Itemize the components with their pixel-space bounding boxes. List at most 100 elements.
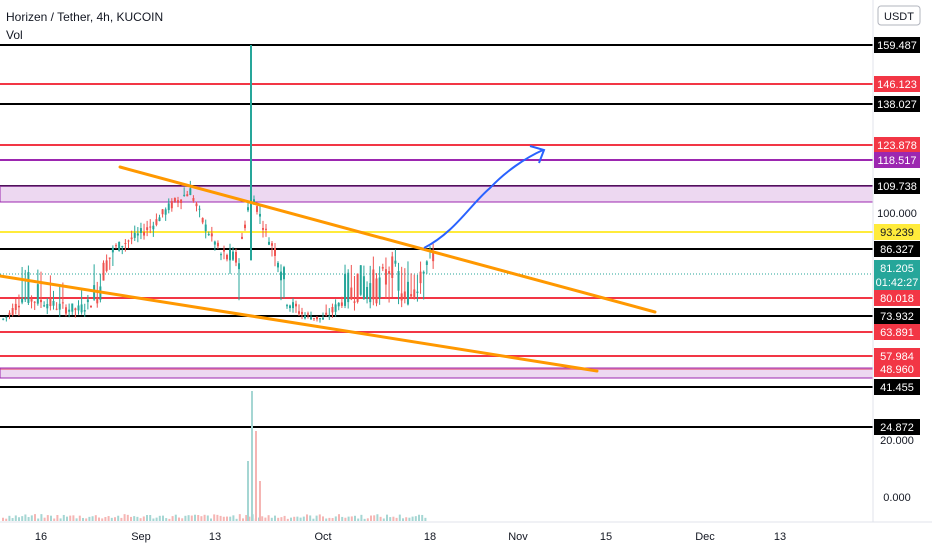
candle-body <box>235 251 237 263</box>
level-tag-7 <box>874 241 920 257</box>
candle-body <box>11 308 14 315</box>
candle-body <box>350 287 353 300</box>
candle-body <box>223 249 225 252</box>
candle-body <box>283 267 285 280</box>
volume-bar <box>312 518 315 521</box>
volume-bar <box>34 514 36 521</box>
candle-body <box>33 301 36 303</box>
volume-bar <box>66 516 68 521</box>
candle-body <box>189 188 192 195</box>
x-tick-3: Oct <box>314 531 331 543</box>
candle-body <box>277 262 279 268</box>
volume-bar <box>267 515 270 521</box>
volume-bar <box>398 514 401 521</box>
candle-body <box>210 233 213 237</box>
currency-label: USDT <box>884 11 914 23</box>
volume-bar <box>18 517 20 521</box>
y-tick-0: 100.000 <box>877 208 917 220</box>
candle-body <box>256 206 258 212</box>
volume-bar <box>30 515 33 521</box>
candle-body <box>388 271 391 274</box>
volume-bar <box>341 516 344 521</box>
candle-body <box>58 303 61 310</box>
candle-body <box>80 304 83 313</box>
volume-bar <box>274 515 276 521</box>
volume-bar <box>40 514 43 521</box>
candle-body <box>115 245 117 247</box>
candle-body <box>375 278 378 304</box>
candle-body <box>416 291 419 294</box>
volume-bar <box>235 518 238 521</box>
candle-body <box>232 251 234 260</box>
candle-body <box>265 228 267 230</box>
volume-bar <box>152 518 155 521</box>
volume-bar <box>408 517 411 521</box>
candle-body <box>49 298 52 307</box>
volume-bar <box>424 517 427 521</box>
volume-bar <box>98 517 100 521</box>
candle-body <box>331 307 334 313</box>
volume-bar <box>248 516 251 521</box>
candle-body <box>247 207 249 211</box>
volume-bar <box>190 515 193 521</box>
candle-body <box>146 227 149 231</box>
candle-body <box>268 241 270 245</box>
level-tag-2 <box>874 96 920 112</box>
candle-body <box>204 224 207 232</box>
candle-body <box>46 304 49 309</box>
level-tag-5 <box>874 178 920 194</box>
candle-body <box>316 316 318 320</box>
level-tag-4 <box>874 152 920 168</box>
candle-body <box>136 233 139 236</box>
currency-selector[interactable]: USDT <box>877 5 921 26</box>
candle-body <box>262 227 264 230</box>
level-label-8: 80.018 <box>880 293 914 305</box>
candle-body <box>391 256 394 278</box>
candle-body <box>74 308 77 311</box>
candle-body <box>422 271 425 274</box>
volume-bar <box>328 517 331 521</box>
volume-bar <box>107 516 110 521</box>
candle-body <box>419 271 422 284</box>
volume-bar <box>88 516 91 521</box>
volume-bar <box>296 516 299 521</box>
candle-body <box>259 213 261 217</box>
volume-bar <box>216 514 219 521</box>
candle-body <box>90 305 92 308</box>
candle-body <box>432 251 435 262</box>
volume-bar <box>395 517 398 521</box>
level-tag-8 <box>874 290 920 306</box>
candle-body <box>77 305 80 311</box>
volume-bar <box>309 515 312 521</box>
candles-layer <box>2 45 435 323</box>
candle-body <box>27 272 30 303</box>
current-price-tag <box>874 260 920 290</box>
candle-body <box>372 269 375 300</box>
level-tag-9 <box>874 308 920 324</box>
candle-body <box>229 249 231 261</box>
level-label-9: 73.932 <box>880 311 914 323</box>
level-label-2: 138.027 <box>877 99 917 111</box>
level-tag-10 <box>874 324 920 340</box>
volume-bar <box>238 514 241 521</box>
volume-bar <box>392 516 395 521</box>
countdown-label: 01:42:27 <box>876 277 919 289</box>
volume-bar <box>82 517 84 521</box>
level-label-0: 159.487 <box>877 40 917 52</box>
candle-body <box>192 198 195 201</box>
volume-bar <box>373 515 376 521</box>
candle-body <box>186 194 189 197</box>
volume-indicator-label: Vol <box>6 28 23 42</box>
volume-bar <box>354 515 356 521</box>
volume-bar <box>114 517 116 521</box>
candle-body <box>36 284 39 304</box>
candle-body <box>102 262 105 281</box>
volume-bar <box>59 518 62 521</box>
volume-bar <box>8 515 11 521</box>
candle-body <box>108 257 111 259</box>
volume-bar <box>174 514 177 521</box>
candle-body <box>86 299 89 303</box>
candle-body <box>170 201 173 209</box>
level-label-14: 24.872 <box>880 422 914 434</box>
